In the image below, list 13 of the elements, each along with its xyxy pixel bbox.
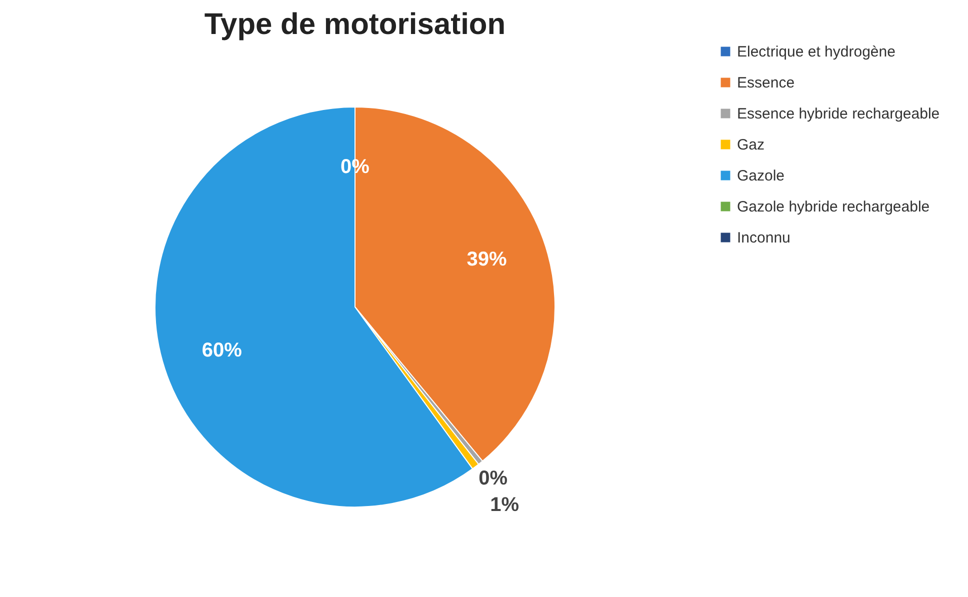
legend-label: Gazole	[737, 168, 785, 184]
legend-label: Electrique et hydrogène	[737, 44, 896, 60]
legend-label: Essence	[737, 74, 795, 92]
data-label: 0%	[478, 467, 508, 490]
text: 0%	[340, 156, 370, 178]
legend-label: Gazole hybride rechargeable	[737, 198, 930, 216]
data-label: 60%	[202, 339, 242, 362]
chart-title: Type de motorisation	[204, 8, 506, 41]
data-label: 39%	[466, 248, 507, 271]
legend-label: Gaz	[737, 136, 765, 154]
legend-label: Essence hybride rechargeable	[737, 106, 940, 122]
data-label: 1%	[490, 494, 520, 516]
legend-label: Inconnu	[737, 230, 790, 246]
